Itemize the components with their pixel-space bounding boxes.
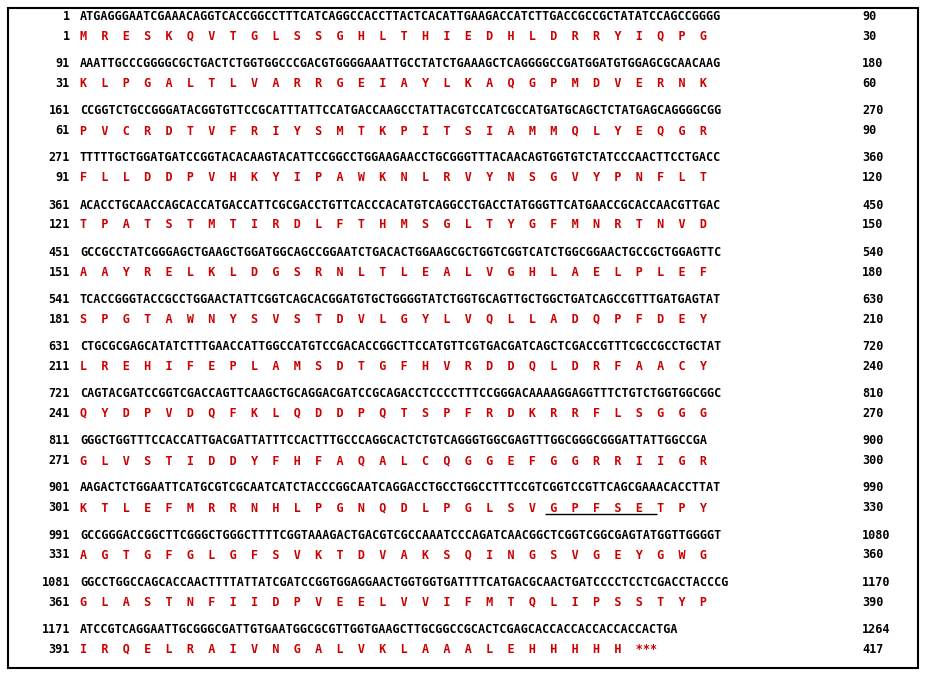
Text: 150: 150 [862,218,883,231]
Text: 360: 360 [862,151,883,164]
Text: CAGTACGATCCGGTCGACCAGTTCAAGCTGCAGGACGATCCGCAGACCTCCCCTTTCCGGGACAAAAGGAGGTTTCTGTC: CAGTACGATCCGGTCGACCAGTTCAAGCTGCAGGACGATC… [80,387,721,400]
Text: 91: 91 [56,57,70,70]
Text: 1: 1 [63,10,70,23]
Text: ATCCGTCAGGAATTGCGGGCGATTGTGAATGGCGCGTTGGTGAAGCTTGCGGCCGCACTCGAGCACCACCACCACCACCA: ATCCGTCAGGAATTGCGGGCGATTGTGAATGGCGCGTTGG… [80,623,679,636]
Text: 30: 30 [862,30,876,43]
Text: 121: 121 [49,218,70,231]
Text: P  V  C  R  D  T  V  F  R  I  Y  S  M  T  K  P  I  T  S  I  A  M  M  Q  L  Y  E : P V C R D T V F R I Y S M T K P I T S I … [80,124,707,137]
Text: 240: 240 [862,360,883,372]
Text: 390: 390 [862,596,883,608]
Text: AAATTGCCCGGGGCGCTGACTCTGGTGGCCCGACGTGGGGAAATTGCCTATCTGAAAGCTCAGGGGCCGATGGATGTGGA: AAATTGCCCGGGGCGCTGACTCTGGTGGCCCGACGTGGGG… [80,57,721,70]
Text: 61: 61 [56,124,70,137]
Text: 161: 161 [49,104,70,117]
Text: 991: 991 [49,529,70,541]
Text: 300: 300 [862,454,883,467]
Text: T  P  A  T  S  T  M  T  I  R  D  L  F  T  H  M  S  G  L  T  Y  G  F  M  N  R  T : T P A T S T M T I R D L F T H M S G L T … [80,218,707,231]
Text: 241: 241 [49,407,70,420]
Text: 1: 1 [63,30,70,43]
Text: 210: 210 [862,313,883,326]
Text: 391: 391 [49,643,70,656]
Text: GCCGGGACCGGCTTCGGGCTGGGCTTTTCGGTAAAGACTGACGTCGCCAAATCCCAGATCAACGGCTCGGTCGGCGAGTA: GCCGGGACCGGCTTCGGGCTGGGCTTTTCGGTAAAGACTG… [80,529,721,541]
Text: 360: 360 [862,548,883,561]
Text: A  A  Y  R  E  L  K  L  D  G  S  R  N  L  T  L  E  A  L  V  G  H  L  A  E  L  P : A A Y R E L K L D G S R N L T L E A L V … [80,266,707,279]
Text: 1171: 1171 [42,623,70,636]
Text: 901: 901 [49,481,70,494]
Text: GGGCTGGTTTCCACCATTGACGATTATTTCCACTTTGCCCAGGCACTCTGTCAGGGTGGCGAGTTTGGCGGGCGGGATTA: GGGCTGGTTTCCACCATTGACGATTATTTCCACTTTGCCC… [80,434,707,448]
Text: 120: 120 [862,171,883,185]
Text: 361: 361 [49,199,70,212]
Text: 60: 60 [862,77,876,90]
Text: G  L  V  S  T  I  D  D  Y  F  H  F  A  Q  A  L  C  Q  G  G  E  F  G  G  R  R  I : G L V S T I D D Y F H F A Q A L C Q G G … [80,454,707,467]
Text: 271: 271 [49,151,70,164]
Text: 1264: 1264 [862,623,891,636]
Text: 630: 630 [862,293,883,306]
Text: 330: 330 [862,501,883,514]
Text: 541: 541 [49,293,70,306]
Text: 540: 540 [862,245,883,259]
Text: 1080: 1080 [862,529,891,541]
Text: 151: 151 [49,266,70,279]
Text: Q  Y  D  P  V  D  Q  F  K  L  Q  D  D  P  Q  T  S  P  F  R  D  K  R  R  F  L  S : Q Y D P V D Q F K L Q D D P Q T S P F R … [80,407,707,420]
Text: AAGACTCTGGAATTCATGCGTCGCAATCATCTACCCGGCAATCAGGACCTGCCTGGCCTTTCCGTCGGTCCGTTCAGCGA: AAGACTCTGGAATTCATGCGTCGCAATCATCTACCCGGCA… [80,481,721,494]
Text: GCCGCCTATCGGGAGCTGAAGCTGGATGGCAGCCGGAATCTGACACTGGAAGCGCTGGTCGGTCATCTGGCGGAACTGCC: GCCGCCTATCGGGAGCTGAAGCTGGATGGCAGCCGGAATC… [80,245,721,259]
Text: 450: 450 [862,199,883,212]
Text: M  R  E  S  K  Q  V  T  G  L  S  S  G  H  L  T  H  I  E  D  H  L  D  R  R  Y  I : M R E S K Q V T G L S S G H L T H I E D … [80,30,707,43]
Text: 270: 270 [862,407,883,420]
Text: I  R  Q  E  L  R  A  I  V  N  G  A  L  V  K  L  A  A  A  L  E  H  H  H  H  H  **: I R Q E L R A I V N G A L V K L A A A L … [80,643,657,656]
Text: TTTTTGCTGGATGATCCGGTACACAAGTACATTCCGGCCTGGAAGAACCTGCGGGTTTACAACAGTGGTGTCTATCCCAA: TTTTTGCTGGATGATCCGGTACACAAGTACATTCCGGCCT… [80,151,721,164]
Text: K  L  P  G  A  L  T  L  V  A  R  R  G  E  I  A  Y  L  K  A  Q  G  P  M  D  V  E : K L P G A L T L V A R R G E I A Y L K A … [80,77,707,90]
Text: CTGCGCGAGCATATCTTTGAACCATTGGCCATGTCCGACACCGGCTTCCATGTTCGTGACGATCAGCTCGACCGTTTCGC: CTGCGCGAGCATATCTTTGAACCATTGGCCATGTCCGACA… [80,340,721,353]
Text: TCACCGGGTACCGCCTGGAACTATTCGGTCAGCACGGATGTGCTGGGGTATCTGGTGCAGTTGCTGGCTGATCAGCCGTT: TCACCGGGTACCGCCTGGAACTATTCGGTCAGCACGGATG… [80,293,721,306]
Text: 180: 180 [862,266,883,279]
Text: 271: 271 [49,454,70,467]
Text: 90: 90 [862,124,876,137]
Text: 1081: 1081 [42,576,70,589]
Text: L  R  E  H  I  F  E  P  L  A  M  S  D  T  G  F  H  V  R  D  D  Q  L  D  R  F  A : L R E H I F E P L A M S D T G F H V R D … [80,360,707,372]
Text: 811: 811 [49,434,70,448]
Text: A  G  T  G  F  G  L  G  F  S  V  K  T  D  V  A  K  S  Q  I  N  G  S  V  G  E  Y : A G T G F G L G F S V K T D V A K S Q I … [80,548,707,561]
Text: 990: 990 [862,481,883,494]
Text: 810: 810 [862,387,883,400]
Text: 720: 720 [862,340,883,353]
Text: 417: 417 [862,643,883,656]
Text: 900: 900 [862,434,883,448]
Text: 180: 180 [862,57,883,70]
Text: 270: 270 [862,104,883,117]
Text: G  L  A  S  T  N  F  I  I  D  P  V  E  E  L  V  V  I  F  M  T  Q  L  I  P  S  S : G L A S T N F I I D P V E E L V V I F M … [80,596,707,608]
Text: 301: 301 [49,501,70,514]
Text: 631: 631 [49,340,70,353]
Text: 1170: 1170 [862,576,891,589]
Text: K  T  L  E  F  M  R  R  N  H  L  P  G  N  Q  D  L  P  G  L  S  V  G  P  F  S  E : K T L E F M R R N H L P G N Q D L P G L … [80,501,707,514]
Text: GGCCTGGCCAGCACCAACTTTTATTATCGATCCGGTGGAGGAACTGGTGGTGATTTTCATGACGCAACTGATCCCCTCCT: GGCCTGGCCAGCACCAACTTTTATTATCGATCCGGTGGAG… [80,576,729,589]
Text: 451: 451 [49,245,70,259]
Text: 211: 211 [49,360,70,372]
Text: 331: 331 [49,548,70,561]
Text: F  L  L  D  D  P  V  H  K  Y  I  P  A  W  K  N  L  R  V  Y  N  S  G  V  Y  P  N : F L L D D P V H K Y I P A W K N L R V Y … [80,171,707,185]
Text: 90: 90 [862,10,876,23]
Text: S  P  G  T  A  W  N  Y  S  V  S  T  D  V  L  G  Y  L  V  Q  L  L  A  D  Q  P  F : S P G T A W N Y S V S T D V L G Y L V Q … [80,313,707,326]
Text: 31: 31 [56,77,70,90]
Text: ACACCTGCAACCAGCACCATGACCATTCGCGACCTGTTCACCCACATGTCAGGCCTGACCTATGGGTTCATGAACCGCAC: ACACCTGCAACCAGCACCATGACCATTCGCGACCTGTTCA… [80,199,721,212]
Text: 181: 181 [49,313,70,326]
Text: ATGAGGGAATCGAAACAGGTCACCGGCCTTTCATCAGGCCACCTTACTCACATTGAAGACCATCTTGACCGCCGCTATAT: ATGAGGGAATCGAAACAGGTCACCGGCCTTTCATCAGGCC… [80,10,721,23]
Text: 361: 361 [49,596,70,608]
Text: 721: 721 [49,387,70,400]
Text: 91: 91 [56,171,70,185]
Text: CCGGTCTGCCGGGATACGGTGTTCCGCATTTATTCCATGACCAAGCCTATTACGTCCATCGCCATGATGCAGCTCTATGA: CCGGTCTGCCGGGATACGGTGTTCCGCATTTATTCCATGA… [80,104,721,117]
